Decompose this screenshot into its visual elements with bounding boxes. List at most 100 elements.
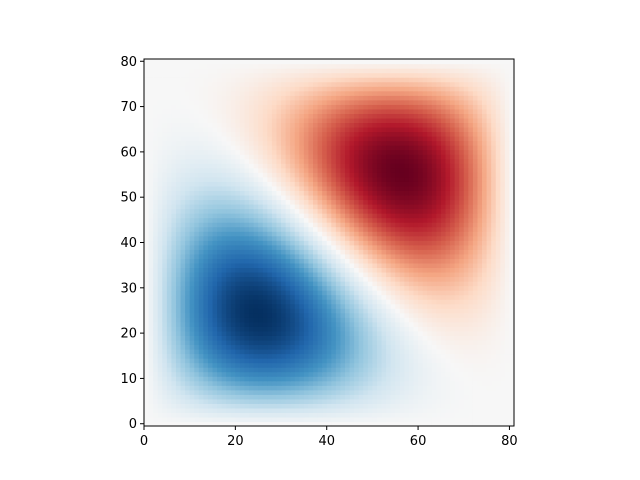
heatmap-cell [308, 412, 314, 418]
heatmap-cell [399, 281, 405, 287]
heatmap-cell [235, 222, 241, 228]
heatmap-cell [308, 394, 314, 400]
heatmap-cell [367, 231, 373, 237]
heatmap-cell [468, 253, 474, 259]
heatmap-cell [303, 208, 310, 214]
heatmap-cell [258, 149, 264, 155]
heatmap-cell [390, 290, 396, 296]
heatmap-cell [226, 176, 232, 182]
heatmap-cell [175, 362, 182, 368]
heatmap-cell [413, 367, 419, 373]
heatmap-cell [326, 167, 332, 173]
heatmap-cell [482, 339, 488, 346]
heatmap-cell [477, 330, 483, 336]
heatmap-cell [386, 271, 392, 278]
heatmap-cell [308, 249, 314, 255]
heatmap-cell [285, 203, 291, 210]
heatmap-cell [217, 385, 223, 391]
heatmap-cell [203, 253, 209, 259]
heatmap-cell [482, 348, 488, 355]
heatmap-cell [171, 380, 177, 386]
heatmap-cell [349, 185, 355, 191]
heatmap-cell [203, 167, 209, 173]
heatmap-cell [331, 299, 337, 305]
heatmap-cell [491, 281, 497, 287]
heatmap-cell [189, 158, 195, 164]
heatmap-cell [381, 416, 387, 423]
heatmap-cell [148, 199, 154, 205]
heatmap-cell [162, 240, 168, 246]
heatmap-cell [171, 407, 177, 414]
heatmap-cell [440, 358, 447, 364]
heatmap-cell [185, 330, 191, 336]
heatmap-cell [198, 389, 204, 395]
heatmap-cell [477, 358, 483, 364]
heatmap-cell [157, 199, 163, 205]
heatmap-cell [463, 262, 469, 269]
heatmap-cell [180, 380, 186, 386]
heatmap-cell [157, 348, 163, 355]
heatmap-cell [500, 358, 506, 364]
heatmap-cell [162, 308, 168, 314]
heatmap-cell [313, 385, 319, 391]
heatmap-cell [285, 321, 291, 327]
heatmap-cell [504, 385, 511, 391]
heatmap-cell [175, 249, 182, 255]
heatmap-cell [381, 421, 387, 427]
heatmap-cell [445, 290, 451, 296]
heatmap-cell [395, 217, 401, 223]
heatmap-cell [495, 172, 501, 178]
heatmap-cell [217, 330, 223, 336]
heatmap-cell [335, 203, 342, 210]
heatmap-cell [454, 181, 460, 187]
heatmap-cell [358, 394, 364, 400]
heatmap-cell [157, 244, 163, 250]
heatmap-cell [482, 385, 488, 391]
heatmap-cell [363, 208, 369, 214]
heatmap-cell [376, 258, 383, 264]
heatmap-cell [408, 258, 415, 264]
heatmap-cell [363, 163, 369, 169]
heatmap-cell [322, 308, 328, 314]
heatmap-cell [171, 294, 177, 300]
heatmap-cell [189, 380, 195, 386]
heatmap-cell [258, 145, 264, 151]
heatmap-cell [491, 317, 497, 323]
heatmap-cell [198, 358, 204, 364]
heatmap-cell [271, 358, 278, 364]
heatmap-cell [404, 262, 410, 269]
heatmap-cell [459, 231, 465, 237]
heatmap-cell [340, 312, 346, 318]
heatmap-cell [262, 403, 268, 409]
heatmap-cell [221, 258, 227, 264]
heatmap-cell [372, 290, 378, 296]
heatmap-cell [171, 353, 177, 359]
heatmap-cell [386, 203, 392, 210]
heatmap-cell [157, 271, 163, 278]
heatmap-cell [440, 385, 447, 391]
heatmap-cell [340, 217, 346, 223]
heatmap-cell [317, 271, 323, 278]
heatmap-cell [445, 203, 451, 210]
heatmap-cell [253, 203, 259, 210]
heatmap-cell [180, 416, 186, 423]
heatmap-cell [313, 348, 319, 355]
heatmap-cell [376, 339, 383, 346]
heatmap-cell [299, 258, 305, 264]
heatmap-cell [418, 267, 424, 273]
heatmap-cell [427, 416, 433, 423]
heatmap-cell [144, 362, 150, 368]
heatmap-cell [249, 358, 255, 364]
heatmap-cell [335, 213, 342, 219]
heatmap-cell [358, 163, 364, 169]
heatmap-cell [244, 398, 250, 404]
heatmap-cell [422, 172, 428, 178]
heatmap-cell [399, 407, 405, 414]
heatmap-cell [207, 213, 214, 219]
heatmap-cell [399, 416, 405, 423]
heatmap-cell [509, 217, 515, 223]
heatmap-cell [509, 244, 515, 250]
heatmap-cell [404, 312, 410, 318]
heatmap-cell [477, 149, 483, 155]
heatmap-cell [413, 303, 419, 309]
